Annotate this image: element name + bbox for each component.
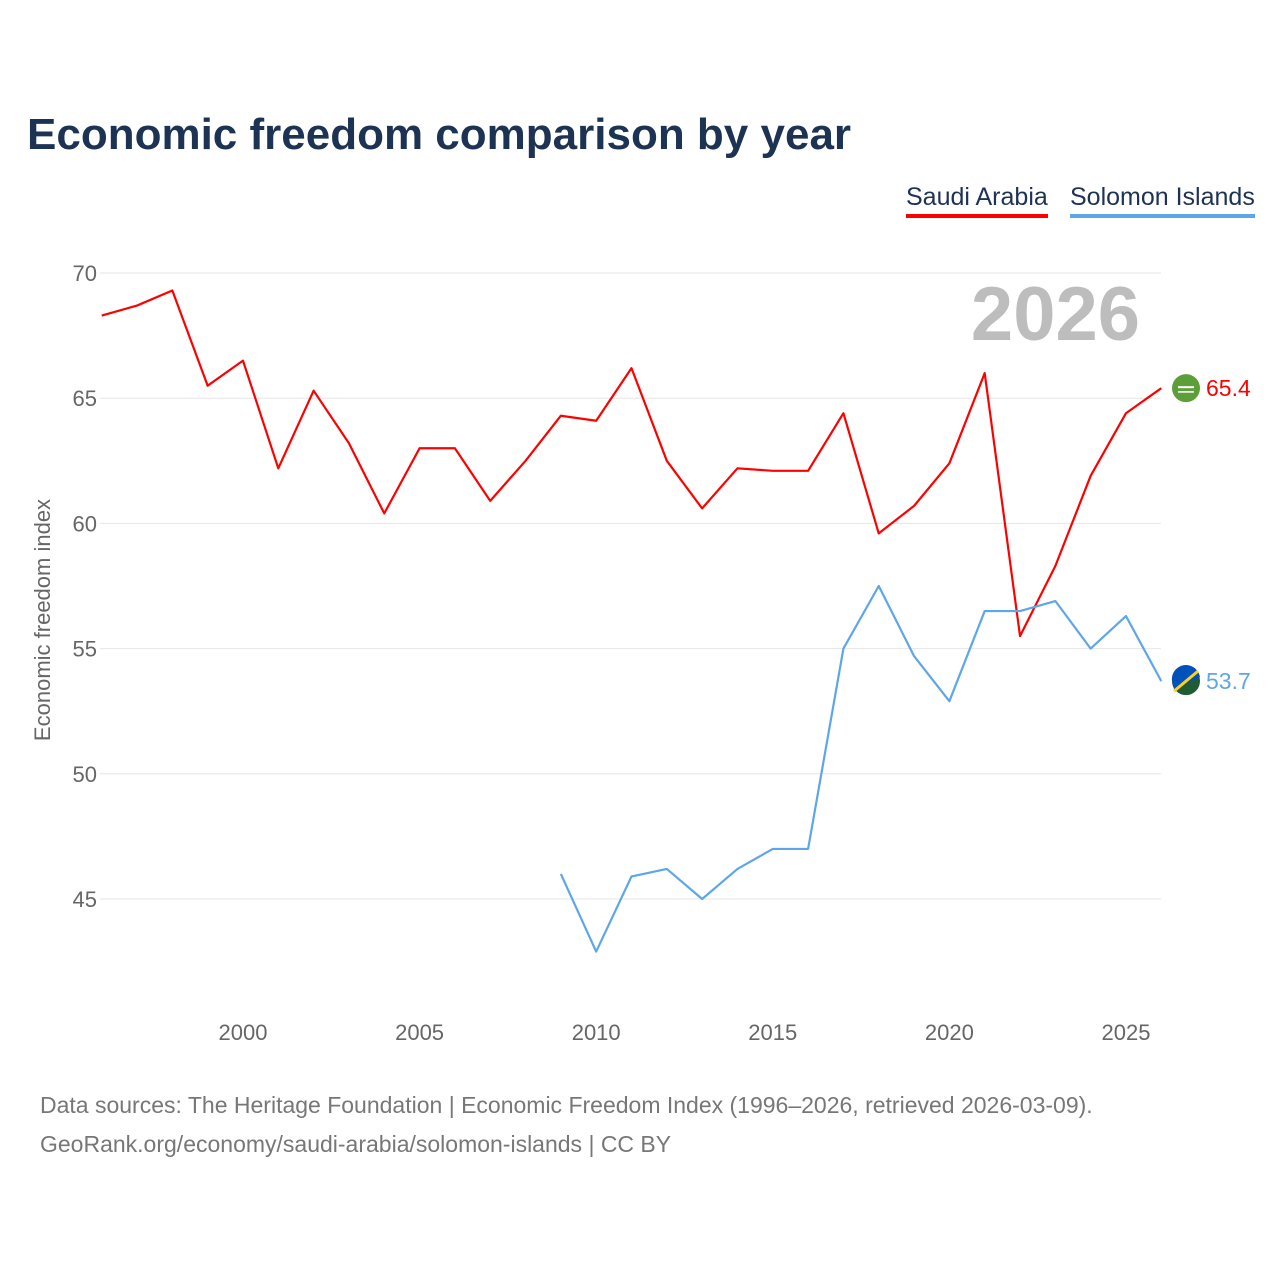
y-tick-label: 60 [73, 511, 97, 536]
x-tick-label: 2015 [748, 1020, 797, 1045]
y-tick-label: 70 [73, 261, 97, 286]
legend-solomon-islands[interactable]: Solomon Islands [1070, 183, 1255, 218]
x-tick-label: 2000 [219, 1020, 268, 1045]
y-tick-label: 45 [73, 887, 97, 912]
x-tick-label: 2025 [1102, 1020, 1151, 1045]
footer: Data sources: The Heritage Foundation | … [40, 1086, 1093, 1164]
saudi-arabia-flag-icon [1172, 374, 1200, 403]
y-tick-label: 55 [73, 637, 97, 662]
legend-saudi-arabia[interactable]: Saudi Arabia [906, 183, 1048, 218]
chart-title: Economic freedom comparison by year [27, 110, 852, 159]
footer-sources: Data sources: The Heritage Foundation | … [40, 1092, 1093, 1118]
x-tick-label: 2010 [572, 1020, 621, 1045]
end-value-label: 65.4 [1206, 375, 1251, 401]
y-tick-label: 65 [73, 386, 97, 411]
y-tick-label: 50 [73, 762, 97, 787]
end-value-label: 53.7 [1206, 668, 1251, 694]
x-tick-label: 2020 [925, 1020, 974, 1045]
series-line-saudi-arabia[interactable] [101, 289, 1162, 638]
footer-link[interactable]: GeoRank.org/economy/saudi-arabia/solomon… [40, 1131, 672, 1157]
x-tick-label: 2005 [395, 1020, 444, 1045]
solomon-islands-flag-icon [1171, 665, 1200, 696]
series-line-solomon-islands[interactable] [559, 584, 1163, 953]
y-axis-label: Economic freedom index [30, 499, 55, 741]
year-watermark: 2026 [971, 272, 1140, 357]
